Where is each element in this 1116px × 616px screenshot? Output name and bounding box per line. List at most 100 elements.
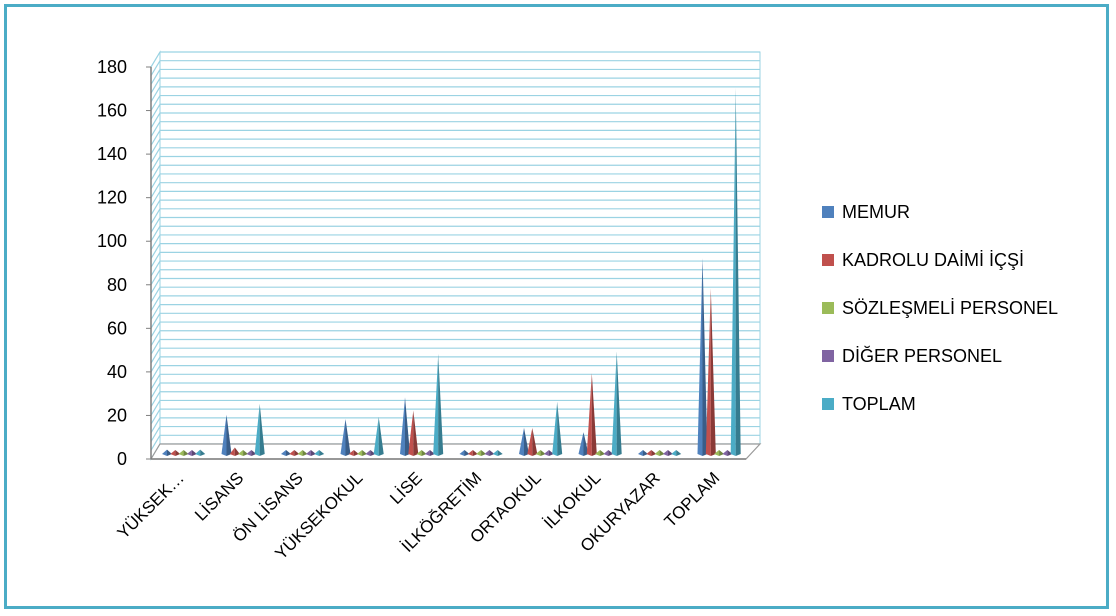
cone-kadrolu-dai-mi-i-i-	[408, 410, 419, 456]
cone-face-right	[191, 450, 197, 456]
cone-face-left	[535, 450, 541, 456]
cone-face-right	[481, 450, 487, 456]
cone-memur	[459, 450, 470, 456]
cone-face-left	[424, 450, 430, 456]
gridline-side	[150, 417, 161, 434]
cone-face-left	[603, 450, 609, 456]
y-tick-label: 120	[97, 188, 127, 208]
gridline-side	[150, 356, 161, 373]
cone-face-left	[671, 450, 677, 456]
gridline-side	[150, 365, 161, 381]
cone-face-right	[489, 450, 495, 456]
cone-kadrolu-dai-mi-i-i-	[586, 373, 597, 456]
legend-swatch	[822, 302, 834, 314]
cone-toplam	[195, 449, 206, 456]
cone-face-right	[183, 450, 189, 456]
cone-memur	[638, 450, 648, 456]
y-axis-ticks: 0 20 40 60 80 100 120 140 160 180	[97, 57, 151, 469]
cone-toplam	[254, 403, 265, 456]
cone-face-right	[710, 288, 716, 456]
cone-face-right	[600, 450, 606, 456]
cone-s-zle-meli-personel	[178, 450, 189, 456]
cone-face-right	[413, 410, 419, 456]
gridline-side	[150, 225, 161, 242]
cone-memur	[697, 258, 708, 456]
cone-kadrolu-dai-mi-i-i-	[705, 288, 716, 456]
cone-face-left	[595, 450, 601, 456]
gridline-side	[150, 95, 161, 111]
gridline-side	[150, 330, 161, 347]
gridline-side	[150, 164, 161, 181]
gridline-side	[150, 374, 161, 390]
cone-face-right	[557, 401, 563, 456]
cone-face-left	[484, 450, 490, 456]
cone-s-zle-meli-personel	[535, 450, 546, 456]
gridline-side	[150, 313, 161, 329]
cone-face-left	[646, 450, 652, 456]
gridline-side	[150, 86, 161, 103]
cone-face-left	[730, 88, 736, 456]
cone-s-zle-meli-personel	[297, 450, 308, 456]
legend-label: SÖZLEŞMELİ PERSONEL	[842, 298, 1058, 318]
cone-face-left	[340, 419, 346, 456]
cone-face-left	[586, 373, 592, 456]
x-category-label: LİSANS	[191, 468, 247, 524]
cone-memur	[281, 450, 291, 456]
cone-face-left	[400, 397, 405, 456]
gridline-side	[150, 243, 161, 259]
legend-label: DİĞER PERSONEL	[842, 345, 1002, 366]
gridline-side	[150, 321, 161, 338]
cone-face-left	[519, 427, 524, 456]
cone-face-left	[178, 450, 184, 456]
legend-swatch	[822, 206, 834, 218]
cone-toplam	[730, 88, 741, 456]
cone-face-right	[345, 419, 351, 456]
cone-face-right	[243, 450, 249, 456]
cone-face-right	[167, 449, 172, 456]
cone-face-right	[659, 450, 665, 456]
x-category-label: TOPLAM	[661, 468, 724, 531]
gridline-side	[150, 391, 161, 408]
cone-face-left	[254, 403, 260, 456]
cone-face-left	[246, 450, 252, 456]
legend-swatch	[822, 398, 834, 410]
gridline-side	[150, 208, 161, 225]
gridline-side	[150, 426, 161, 442]
cone-face-left	[297, 450, 303, 456]
gridline-side	[150, 173, 161, 190]
cone-face-right	[429, 450, 435, 456]
cone-face-left	[578, 432, 584, 456]
gridline-side	[150, 347, 161, 364]
gridline-side	[150, 400, 161, 416]
legend-label: KADROLU DAİMİ İÇŞİ	[842, 250, 1024, 270]
gridline-side	[150, 156, 161, 172]
gridline-side	[150, 252, 161, 268]
gridline-side	[150, 103, 161, 120]
cone-face-left	[492, 450, 498, 456]
cone-kadrolu-dai-mi-i-i-	[170, 450, 181, 456]
gridline-side	[150, 408, 161, 425]
gridline-side	[150, 234, 161, 251]
cone-kadrolu-dai-mi-i-i-	[289, 450, 300, 456]
cone-face-right	[310, 450, 316, 456]
cone-face-left	[722, 450, 728, 456]
cone-face-left	[543, 450, 549, 456]
y-tick-label: 100	[97, 231, 127, 251]
gridline-side	[150, 278, 161, 294]
cone-face-right	[259, 403, 265, 456]
gridline-side	[150, 182, 161, 198]
cone-face-left	[654, 450, 660, 456]
cone-toplam	[433, 353, 444, 456]
data-cones	[162, 88, 741, 456]
gridline-side	[150, 121, 161, 137]
x-category-label: LİSE	[386, 468, 425, 507]
cone-face-left	[459, 450, 465, 456]
cone-s-zle-meli-personel	[357, 450, 368, 456]
cone-face-left	[662, 450, 668, 456]
back-wall-panel	[159, 51, 761, 445]
cone-s-zle-meli-personel	[476, 450, 487, 456]
cone-di-er-personel	[662, 450, 673, 456]
cone-face-left	[467, 450, 473, 456]
